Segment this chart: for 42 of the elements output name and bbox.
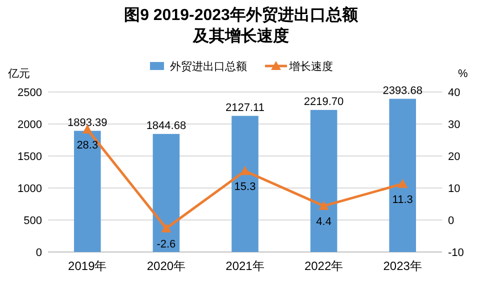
data-label: 2393.68 — [382, 84, 422, 97]
data-label: 1844.68 — [146, 120, 186, 132]
data-label: 1893.39 — [68, 116, 108, 129]
point — [240, 166, 250, 176]
y-tick-label: 0 — [36, 247, 42, 259]
point — [161, 223, 172, 232]
bar — [232, 116, 258, 252]
legend-label: 增长速度 — [288, 60, 333, 73]
chart-title: 图9 2019-2023年外贸进出口总额 — [124, 6, 359, 24]
y2-axis-title: % — [458, 68, 468, 80]
data-label: -2.6 — [156, 238, 176, 250]
data-label: 2219.70 — [304, 96, 344, 108]
data-label: 28.3 — [76, 139, 98, 152]
data-label: 2127.11 — [226, 102, 264, 114]
y-tick-label: 2000 — [18, 119, 42, 131]
y2-tick-label: 0 — [448, 215, 454, 227]
x-tick-label: 2019年 — [68, 259, 107, 273]
y2-tick-label: 10 — [448, 183, 460, 195]
x-tick-label: 2021年 — [226, 259, 264, 273]
bar — [389, 98, 416, 252]
y-tick-label: 500 — [24, 215, 42, 227]
data-label: 11.3 — [392, 194, 413, 206]
y-tick-label: 1000 — [18, 183, 42, 195]
y2-tick-label: -10 — [448, 247, 464, 259]
y-tick-label: 1500 — [18, 151, 42, 163]
y-axis-title: 亿元 — [7, 68, 30, 80]
point — [318, 200, 329, 210]
bar — [310, 110, 338, 252]
y-tick-label: 2500 — [18, 87, 42, 99]
data-label: 15.3 — [234, 181, 256, 194]
y2-tick-label: 40 — [448, 87, 460, 99]
chart-subtitle: 及其增长速度 — [192, 26, 289, 45]
x-tick-label: 2023年 — [383, 259, 422, 273]
x-tick-label: 2022年 — [304, 259, 344, 273]
point — [398, 178, 408, 188]
bar — [74, 130, 101, 252]
data-label: 4.4 — [316, 216, 332, 228]
y2-tick-label: 30 — [448, 119, 460, 131]
legend-label: 外贸进出口总额 — [170, 60, 247, 73]
x-tick-label: 2020年 — [146, 259, 186, 273]
bar — [152, 134, 180, 252]
y2-tick-label: 20 — [448, 151, 460, 163]
